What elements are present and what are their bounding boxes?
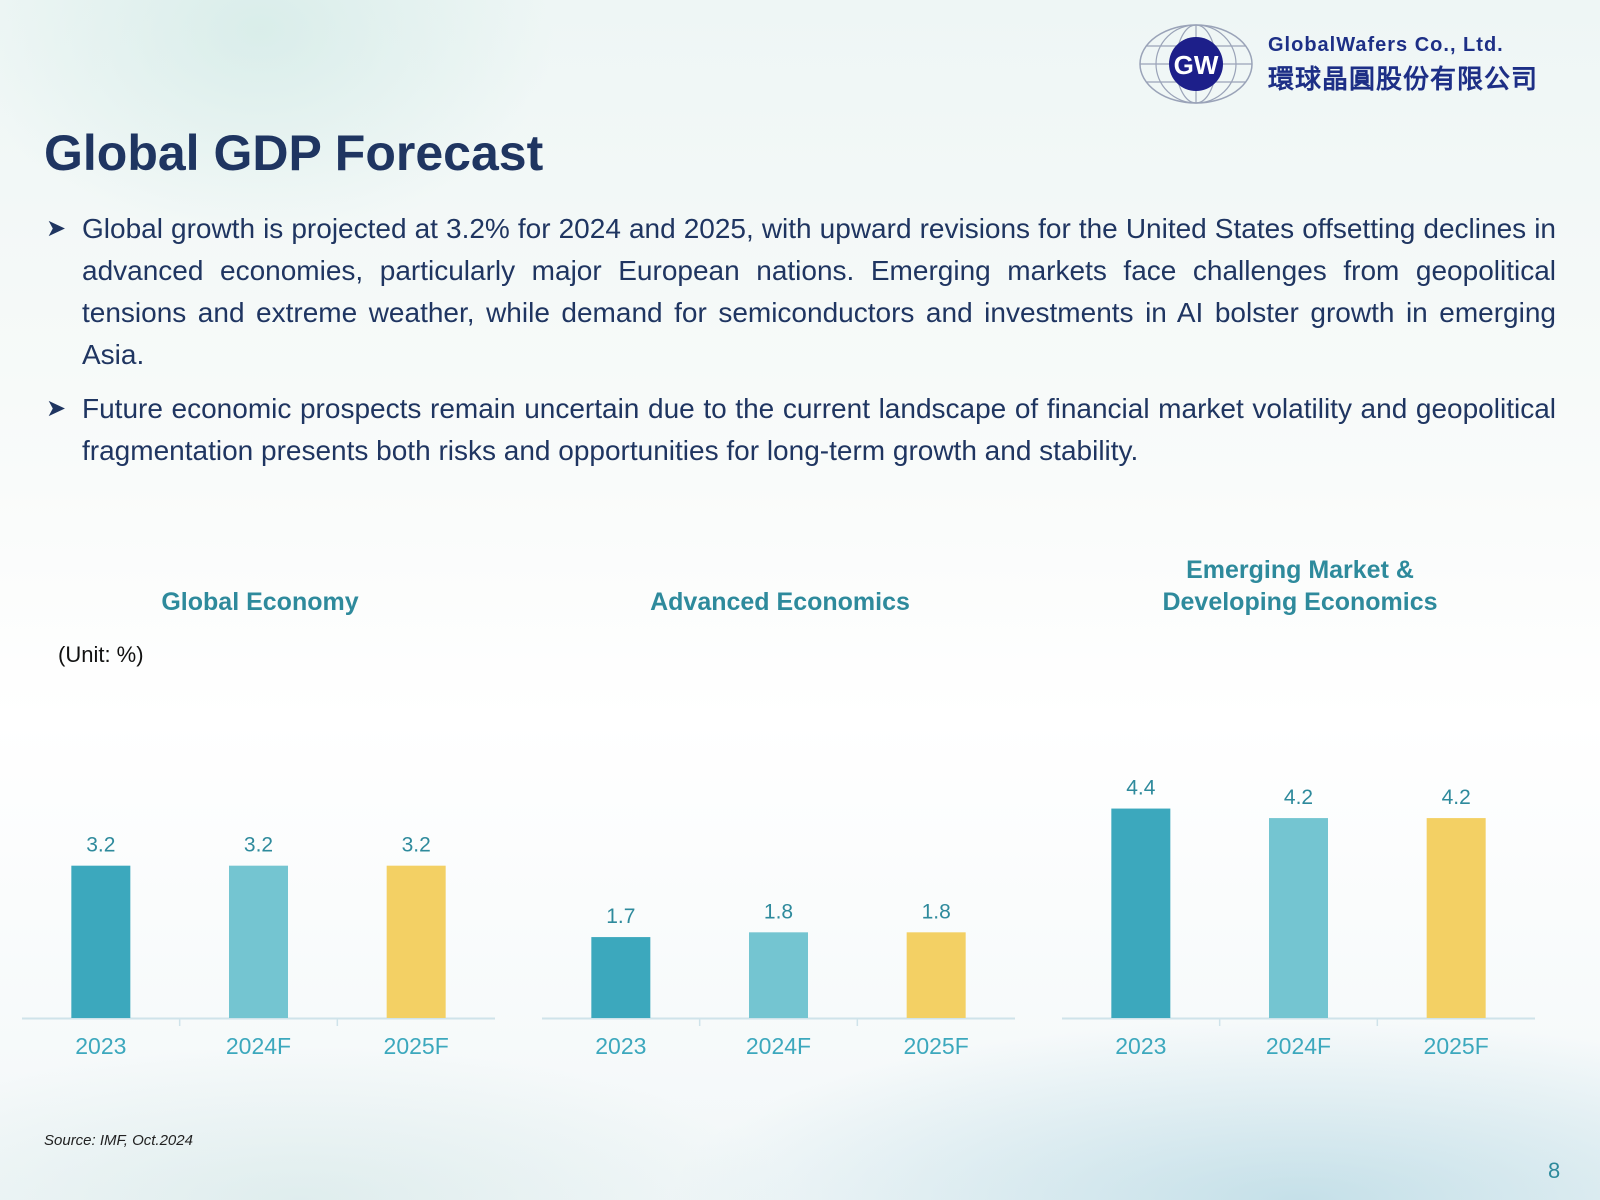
data-label: 1.7: [606, 905, 635, 928]
logo-mark: GW: [1174, 50, 1219, 80]
x-tick-label: 2024F: [746, 1033, 811, 1059]
company-name-zh: 環球晶圓股份有限公司: [1268, 64, 1539, 94]
bar-2025F: [1426, 818, 1486, 1018]
bullet-text: Global growth is projected at 3.2% for 2…: [82, 213, 1556, 370]
bar-2024F: [1269, 818, 1328, 1018]
x-tick-label: 2025F: [384, 1033, 449, 1059]
x-tick-label: 2024F: [226, 1033, 291, 1059]
x-tick-label: 2025F: [1424, 1033, 1489, 1059]
x-tick-label: 2025F: [904, 1033, 969, 1059]
company-name: GlobalWafers Co., Ltd. 環球晶圓股份有限公司: [1268, 34, 1538, 96]
chart-title-emerging: Emerging Market & Developing Economics: [1080, 554, 1520, 618]
company-logo: GW GlobalWafers Co., Ltd. 環球晶圓股份有限公司: [1138, 22, 1537, 106]
arrow-bullet-icon: ➤: [46, 395, 67, 422]
data-label: 3.2: [86, 834, 115, 857]
chart-title-emerging-line2: Developing Economics: [1162, 588, 1438, 616]
x-tick-label: 2024F: [1266, 1033, 1331, 1059]
arrow-bullet-icon: ➤: [46, 215, 67, 242]
bullet-item: ➤ Future economic prospects remain uncer…: [44, 388, 1556, 472]
data-label: 3.2: [244, 834, 273, 857]
unit-label: (Unit: %): [58, 642, 144, 667]
x-tick-label: 2023: [75, 1033, 126, 1059]
globe-icon: GW: [1139, 24, 1253, 104]
bullet-list: ➤ Global growth is projected at 3.2% for…: [44, 208, 1556, 484]
bar-2025F: [386, 865, 446, 1018]
bar-2023: [1111, 808, 1171, 1018]
bar-2024F: [749, 932, 808, 1018]
bullet-text: Future economic prospects remain uncerta…: [82, 393, 1556, 466]
company-name-en: GlobalWafers Co., Ltd.: [1268, 34, 1504, 56]
bar-2025F: [906, 932, 966, 1018]
bar-chart-emerging: 4.4 2023 4.2 2024F 4.2 2025F: [1062, 777, 1535, 1059]
chart-title-emerging-line1: Emerging Market &: [1186, 556, 1414, 584]
x-tick-label: 2023: [595, 1033, 646, 1059]
data-label: 3.2: [402, 834, 431, 857]
page-title: Global GDP Forecast: [44, 125, 544, 181]
data-label: 1.8: [764, 900, 793, 923]
bar-chart-advanced: 1.7 2023 1.8 2024F 1.8 2025F: [542, 900, 1015, 1059]
bar-chart-global: 3.2 2023 3.2 2024F 3.2 2025F: [22, 834, 495, 1059]
data-label: 1.8: [922, 900, 951, 923]
chart-title-advanced: Advanced Economics: [650, 588, 910, 616]
chart-title-global: Global Economy: [161, 588, 359, 616]
data-label: 4.4: [1126, 777, 1156, 800]
page-number: 8: [1548, 1158, 1561, 1183]
source-note: Source: IMF, Oct.2024: [44, 1132, 193, 1149]
data-label: 4.2: [1442, 786, 1471, 809]
x-tick-label: 2023: [1115, 1033, 1166, 1059]
bar-2024F: [229, 865, 288, 1018]
bar-2023: [71, 865, 131, 1018]
bullet-item: ➤ Global growth is projected at 3.2% for…: [44, 208, 1556, 376]
bar-2023: [591, 937, 651, 1018]
data-label: 4.2: [1284, 786, 1313, 809]
